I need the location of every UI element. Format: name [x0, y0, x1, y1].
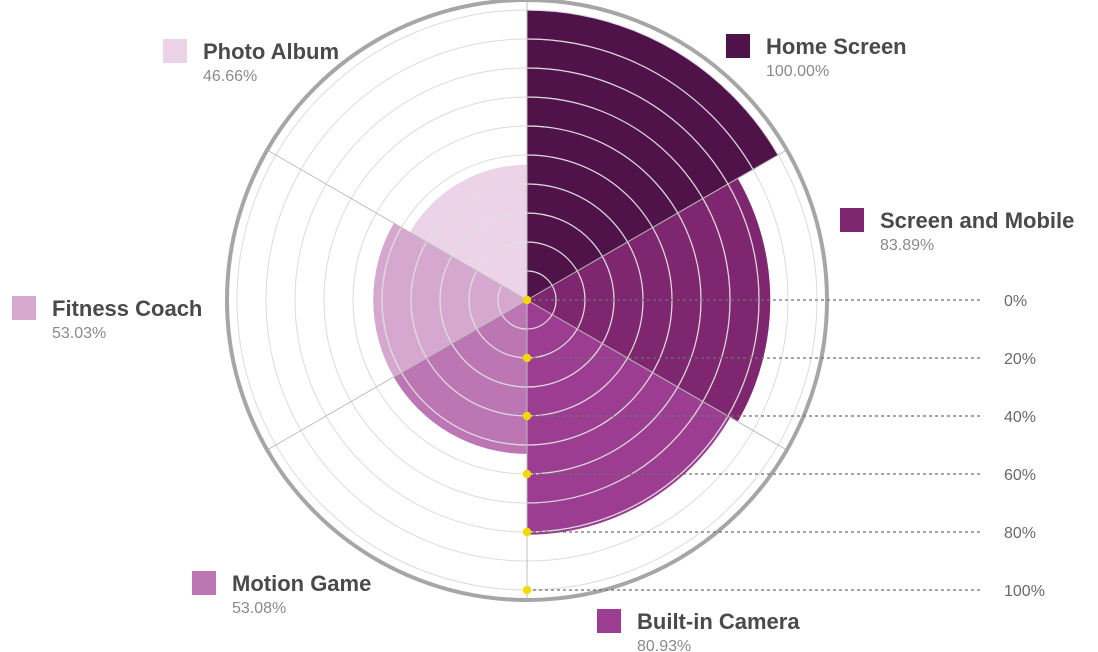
- legend-label: Screen and Mobile: [880, 208, 1074, 233]
- legend-item-fitness-coach: Fitness Coach 53.03%: [12, 296, 202, 342]
- legend-swatch: [12, 296, 36, 320]
- sectors-group: [373, 10, 779, 535]
- legend-value: 100.00%: [766, 63, 829, 80]
- legend-label: Home Screen: [766, 34, 907, 59]
- tick-label: 60%: [1004, 467, 1036, 484]
- legend-value: 80.93%: [637, 638, 691, 652]
- tick-label: 20%: [1004, 351, 1036, 368]
- legend-swatch: [726, 34, 750, 58]
- sector-built-in-camera: [527, 300, 731, 535]
- legend-item-built-in-camera: Built-in Camera 80.93%: [597, 609, 800, 652]
- tick-dot: [522, 527, 532, 537]
- legend-label: Motion Game: [232, 571, 371, 596]
- legend-value: 53.03%: [52, 325, 106, 342]
- spoke-line: [526, 149, 788, 301]
- legend-swatch: [597, 609, 621, 633]
- tick-label: 0%: [1004, 293, 1027, 310]
- radial-axis-group: 0% 20% 40% 60% 80% 100%: [522, 293, 1045, 600]
- legend-swatch: [192, 571, 216, 595]
- legend-item-photo-album: Photo Album 46.66%: [163, 39, 339, 85]
- legend-swatch: [163, 39, 187, 63]
- tick-label: 100%: [1004, 583, 1045, 600]
- sector-motion-game: [393, 300, 527, 454]
- legend-label: Built-in Camera: [637, 609, 800, 634]
- tick-dot: [522, 353, 532, 363]
- spoke-line: [266, 299, 528, 451]
- legend-swatch: [840, 208, 864, 232]
- legend-label: Photo Album: [203, 39, 339, 64]
- legend-value: 83.89%: [880, 237, 934, 254]
- legend-value: 46.66%: [203, 68, 257, 85]
- legend-group: Home Screen 100.00% Screen and Mobile 83.89…: [12, 34, 1074, 652]
- legend-item-screen-and-mobile: Screen and Mobile 83.89%: [840, 208, 1074, 254]
- legend-label: Fitness Coach: [52, 296, 202, 321]
- sector-photo-album: [409, 164, 527, 300]
- sector-fitness-coach: [373, 223, 527, 377]
- tick-label: 40%: [1004, 409, 1036, 426]
- tick-dot: [522, 585, 532, 595]
- legend-value: 53.08%: [232, 600, 286, 617]
- tick-dot: [522, 469, 532, 479]
- tick-label: 80%: [1004, 525, 1036, 542]
- tick-dot: [522, 411, 532, 421]
- spoke-line: [526, 299, 788, 451]
- legend-item-motion-game: Motion Game 53.08%: [192, 571, 371, 617]
- spoke-line: [266, 149, 528, 301]
- tick-dot: [522, 295, 532, 305]
- sector-home-screen: [527, 10, 779, 300]
- legend-item-home-screen: Home Screen 100.00%: [726, 34, 907, 80]
